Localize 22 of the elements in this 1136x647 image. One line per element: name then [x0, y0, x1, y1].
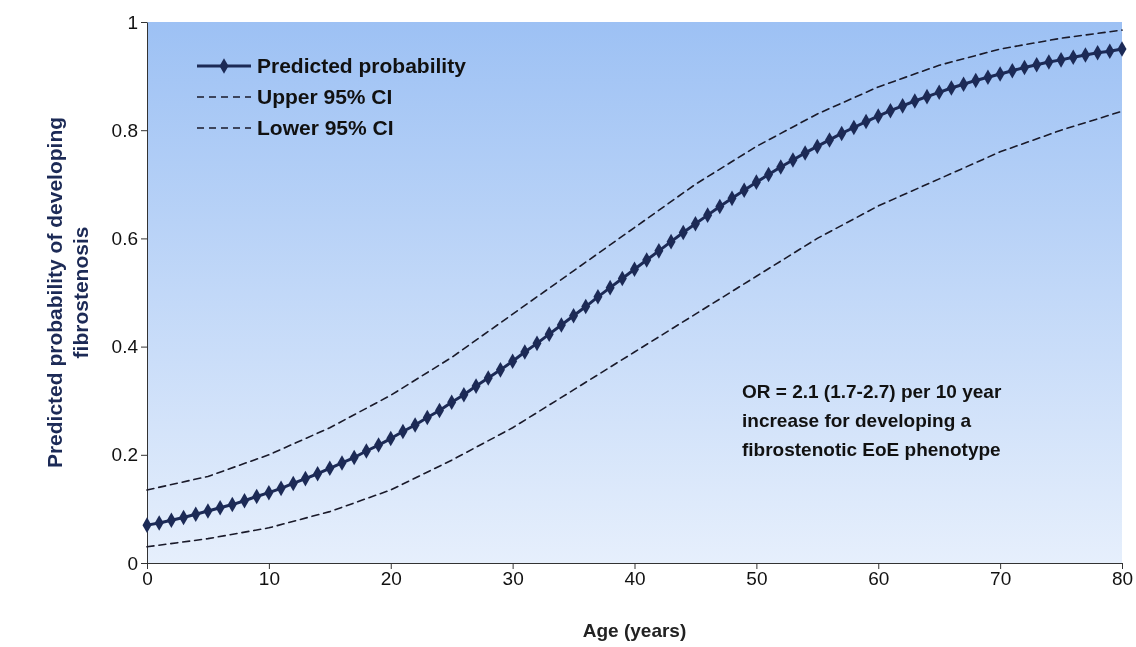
x-tick-label: 10 — [258, 568, 280, 590]
legend-label: Predicted probability — [257, 54, 467, 77]
x-tick-label: 20 — [380, 568, 402, 590]
x-tick-label: 70 — [990, 568, 1012, 590]
x-tick-label: 80 — [1111, 568, 1134, 590]
x-tick-label: 60 — [868, 568, 890, 590]
y-tick-label: 0.4 — [111, 336, 139, 358]
x-tick-label: 0 — [142, 568, 153, 590]
x-tick-label: 30 — [502, 568, 524, 590]
annotation: OR = 2.1 (1.7-2.7) per 10 year increase for developing a fibrostenotic EoE phenotype — [742, 381, 1002, 460]
y-tick-label: 0 — [127, 552, 138, 574]
legend-label: Lower 95% CI — [257, 116, 394, 139]
y-axis-title: Predicted probability of developing fibrostenosis — [43, 116, 92, 469]
x-tick-label: 40 — [624, 568, 646, 590]
x-tick-label: 50 — [746, 568, 768, 590]
y-tick-label: 0.8 — [111, 119, 138, 141]
legend-label: Upper 95% CI — [257, 85, 393, 108]
y-tick-label: 1 — [127, 11, 138, 33]
x-axis-title: Age (years) — [582, 620, 687, 641]
line-series — [146, 110, 1123, 548]
y-tick-label: 0.2 — [111, 444, 138, 466]
y-tick-label: 0.6 — [111, 227, 138, 249]
